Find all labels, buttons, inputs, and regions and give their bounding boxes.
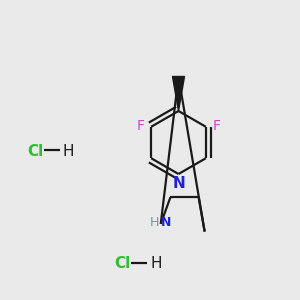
Text: F: F	[212, 119, 220, 133]
Text: H: H	[150, 256, 161, 272]
Text: F: F	[136, 119, 145, 133]
Text: N: N	[172, 176, 185, 191]
Polygon shape	[172, 76, 184, 111]
Text: Cl: Cl	[27, 144, 43, 159]
Text: Cl: Cl	[114, 256, 130, 272]
Text: H: H	[150, 216, 159, 229]
Text: H: H	[63, 144, 74, 159]
Text: N: N	[161, 216, 172, 229]
